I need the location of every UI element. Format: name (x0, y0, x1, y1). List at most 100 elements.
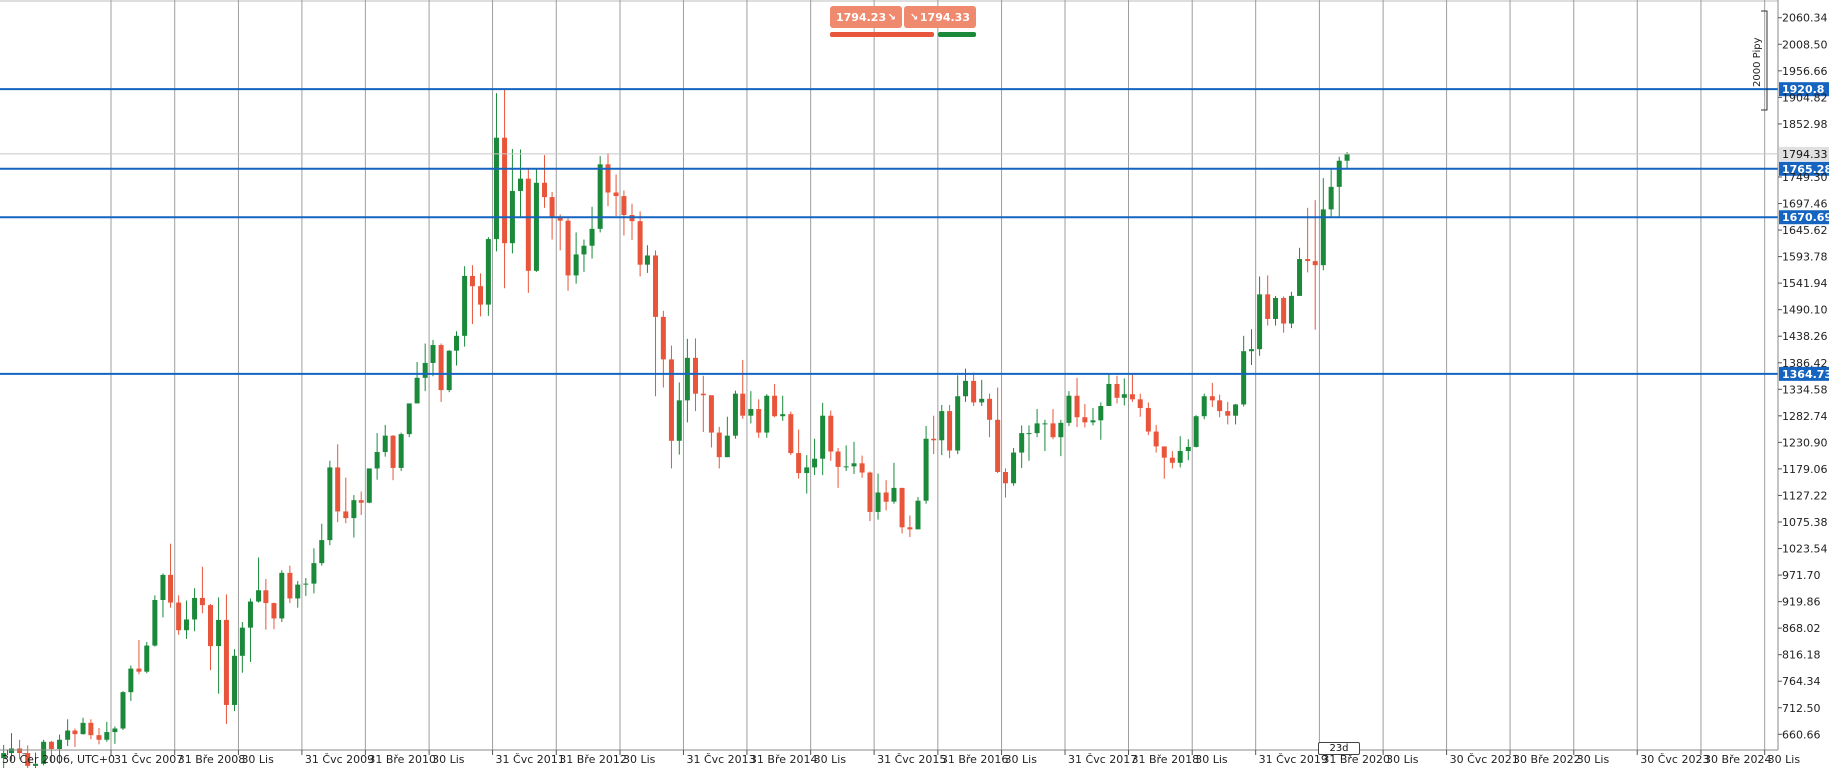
level-marker[interactable] (1779, 210, 1829, 225)
candle-body (65, 730, 71, 740)
candle-body (867, 472, 873, 512)
level-marker[interactable] (1779, 366, 1829, 381)
price-axis[interactable]: 2060.34 2008.50 1956.66 1904.82 1852.98 1749.… (0, 12, 1829, 742)
time-tick-label: 31 Čvc 2013 (686, 753, 755, 766)
candle-body (780, 414, 786, 417)
candle-body (939, 411, 945, 441)
candle-body (835, 451, 841, 467)
time-tick-label: 31 Čvc 2015 (877, 753, 946, 766)
candle-body (923, 438, 929, 501)
level-marker[interactable] (1779, 82, 1829, 97)
current-price-label: 1794.33 (1782, 148, 1828, 161)
candle-body (128, 668, 134, 693)
time-tick-label: 30 Bře 2024 (1704, 753, 1772, 766)
buy-button[interactable]: ↘ 1794.33 (904, 6, 976, 28)
candle-body (422, 362, 428, 378)
candle-body (176, 602, 182, 631)
candle-body (565, 220, 571, 276)
candle-body (1336, 160, 1342, 187)
candle-body (843, 466, 849, 468)
candle-body (724, 435, 730, 458)
time-tick-label: 31 Bře 2018 (1131, 753, 1199, 766)
level-marker[interactable] (1779, 161, 1829, 176)
candle-body (899, 487, 905, 528)
candle-body (247, 601, 253, 628)
price-tick-label: 1956.66 (1782, 65, 1828, 78)
candle-body (25, 753, 31, 766)
candle-body (374, 452, 380, 469)
arrow-down-right-icon: ↘ (887, 11, 896, 23)
time-tick-label: 31 Bře 2008 (178, 753, 246, 766)
candle-body (1177, 451, 1183, 463)
candle-body (955, 396, 961, 451)
candle-body (517, 178, 523, 191)
candle-body (613, 192, 619, 197)
candle-body (1034, 423, 1040, 434)
candle-body (581, 245, 587, 255)
candle-body (931, 438, 937, 441)
candle-body (1129, 394, 1135, 400)
candle-body (820, 415, 826, 459)
candle-countdown: 23d (1318, 742, 1360, 755)
candle-body (621, 196, 627, 216)
candle-body (1074, 395, 1080, 418)
candle-body (542, 182, 548, 198)
price-tick-label: 971.70 (1782, 569, 1821, 582)
candle-body (1201, 396, 1207, 417)
time-tick-label: 30 Lis (1386, 753, 1419, 766)
price-tick-label: 1593.78 (1782, 251, 1828, 264)
time-tick-label: 31 Čvc 2011 (496, 753, 565, 766)
candle-body (414, 377, 420, 404)
candle-body (144, 645, 150, 672)
candle-body (812, 458, 818, 468)
price-tick-label: 660.66 (1782, 728, 1821, 741)
time-tick-label: 30 Lis (623, 753, 656, 766)
time-tick-label: 31 Čvc 2017 (1068, 753, 1137, 766)
time-tick-label: 30 Lis (1577, 753, 1610, 766)
candle-body (1082, 417, 1088, 423)
price-tick-label: 1230.90 (1782, 436, 1828, 449)
candle-body (1114, 383, 1120, 398)
candle-body (684, 357, 690, 401)
sell-button[interactable]: 1794.23 ↘ (830, 6, 902, 28)
price-tick-label: 816.18 (1782, 649, 1821, 662)
candle-body (406, 403, 412, 435)
candle-body (438, 345, 444, 391)
candle-body (199, 597, 205, 606)
candle-body (987, 398, 993, 420)
candle-body (1026, 433, 1032, 435)
candle-body (120, 692, 126, 729)
one-click-trading-panel[interactable]: 1794.23 ↘ ↘ 1794.33 (830, 6, 976, 40)
level-label: 1364.73 (1782, 368, 1829, 381)
candle-body (454, 335, 460, 351)
price-tick-label: 1645.62 (1782, 224, 1828, 237)
candle-body (875, 492, 881, 512)
candle-body (8, 748, 14, 754)
candle-body (851, 463, 857, 467)
candle-body (1193, 416, 1199, 447)
price-tick-label: 1904.82 (1782, 91, 1828, 104)
time-tick-label: 30 Lis (1195, 753, 1228, 766)
candle-body (136, 668, 142, 672)
candle-body (287, 572, 293, 599)
candle-body (668, 359, 674, 441)
time-tick-label: 30 Čvc 2023 (1640, 753, 1709, 766)
horizontal-levels[interactable]: 1920.8 1765.28 1670.69 1364.73 (0, 82, 1829, 381)
candle-body (1185, 446, 1191, 452)
price-tick-label: 868.02 (1782, 622, 1821, 635)
price-tick-label: 1386.42 (1782, 357, 1828, 370)
price-tick-label: 919.86 (1782, 596, 1821, 609)
candle-body (390, 435, 396, 468)
candle-body (907, 527, 913, 530)
sell-price: 1794.23 (836, 10, 887, 24)
candle-body (382, 435, 388, 453)
candle-body (716, 432, 722, 458)
candle-body (828, 415, 834, 452)
candle-body (891, 487, 897, 502)
candle-body (859, 463, 865, 473)
candle-body (692, 357, 698, 394)
candle-body (1312, 261, 1318, 266)
candle-body (1344, 154, 1350, 161)
